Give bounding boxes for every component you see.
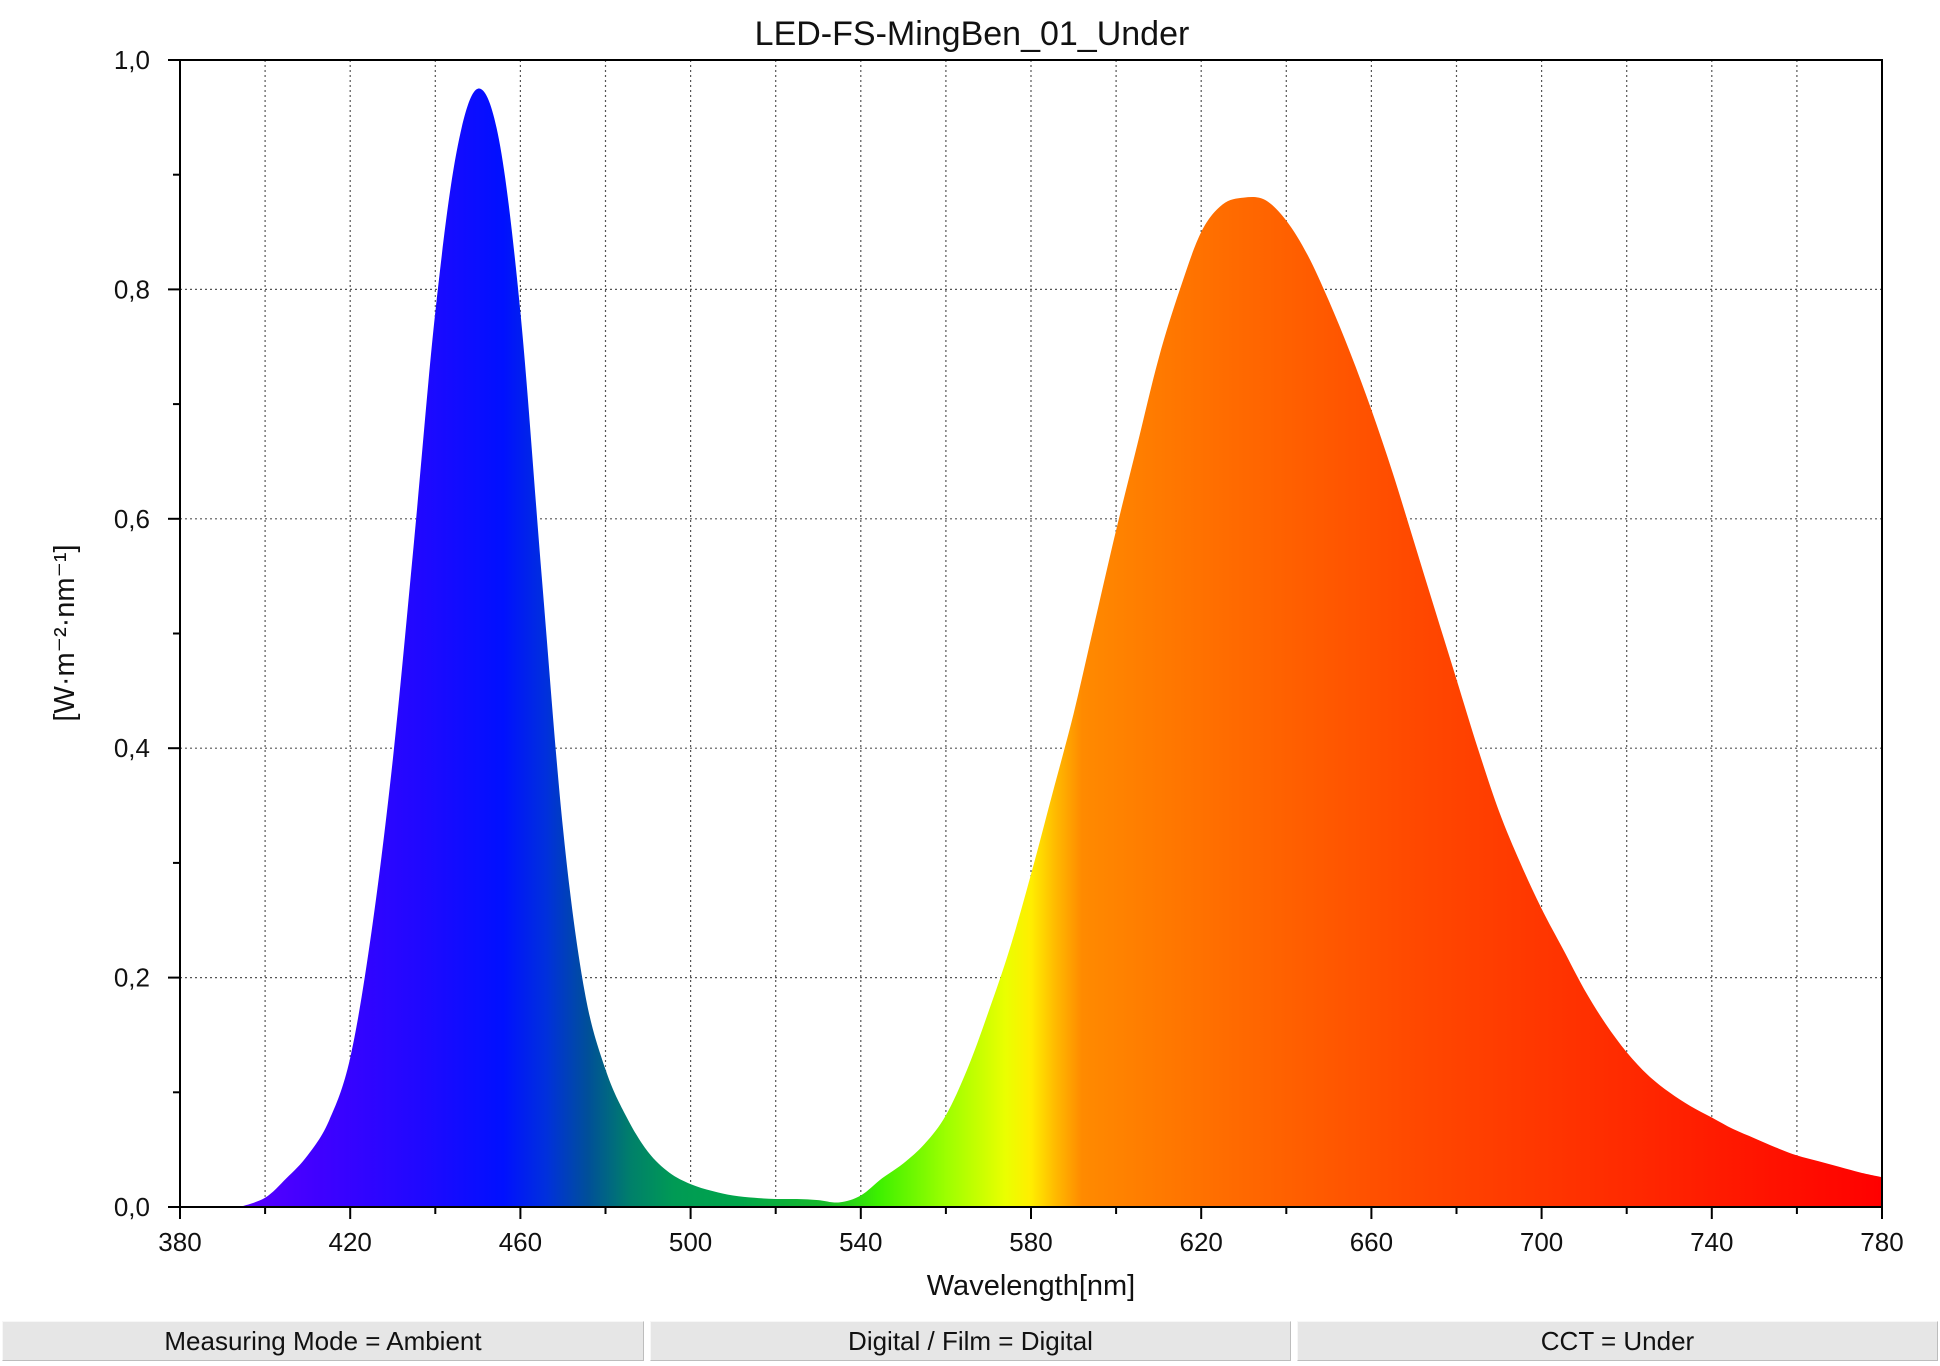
- y-tick-label: 0,4: [114, 733, 150, 763]
- digital-film-field: Digital / Film = Digital: [650, 1321, 1291, 1361]
- x-tick-label: 740: [1690, 1227, 1733, 1257]
- spectrum-chart: LED-FS-MingBen_01_Under 380 420 460 500 540 5…: [49, 15, 1904, 1302]
- y-tick-label: 0,8: [114, 274, 150, 304]
- cct-field: CCT = Under: [1297, 1321, 1938, 1361]
- x-axis-label: Wavelength[nm]: [927, 1270, 1135, 1302]
- x-tick-label: 540: [839, 1227, 882, 1257]
- x-tick-label: 460: [499, 1227, 542, 1257]
- measuring-mode-field: Measuring Mode = Ambient: [2, 1321, 644, 1361]
- x-tick-label: 780: [1860, 1227, 1903, 1257]
- x-tick-label: 620: [1180, 1227, 1223, 1257]
- y-axis-label: [W·m⁻²·nm⁻¹]: [49, 544, 81, 721]
- x-tick-label: 420: [329, 1227, 372, 1257]
- x-tick-label: 580: [1009, 1227, 1052, 1257]
- spectrum-area: [239, 88, 1882, 1208]
- x-tick-label: 700: [1520, 1227, 1563, 1257]
- y-tick-label: 0,2: [114, 963, 150, 993]
- y-axis-ticks: 0,0 0,2 0,4 0,6 0,8 1,0: [114, 45, 180, 1222]
- x-tick-label: 380: [158, 1227, 201, 1257]
- x-tick-label: 500: [669, 1227, 712, 1257]
- y-tick-label: 1,0: [114, 45, 150, 75]
- y-tick-label: 0,6: [114, 504, 150, 534]
- x-tick-label: 660: [1350, 1227, 1393, 1257]
- y-tick-label: 0,0: [114, 1192, 150, 1222]
- chart-title: LED-FS-MingBen_01_Under: [755, 15, 1190, 53]
- status-bar: Measuring Mode = Ambient Digital / Film …: [0, 1318, 1940, 1366]
- x-axis-ticks: 380 420 460 500 540 580 620 660 700 740 780: [158, 1207, 1904, 1257]
